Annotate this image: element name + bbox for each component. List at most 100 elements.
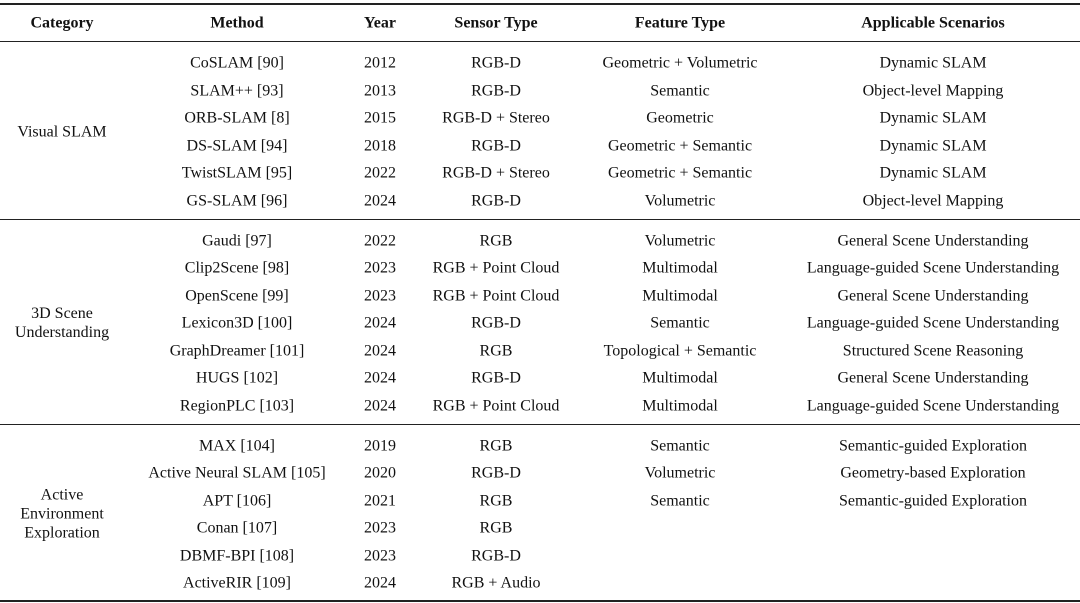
table-cell: 2023 (364, 519, 396, 537)
rule (0, 218, 1080, 220)
table-cell: General Scene Understanding (837, 369, 1029, 387)
table-cell: Geometric + Volumetric (602, 54, 758, 72)
table-cell: 2024 (364, 574, 396, 592)
table-cell: 2023 (364, 547, 396, 564)
table-cell: Semantic (650, 492, 710, 509)
table-cell: Language-guided Scene Understanding (806, 259, 1060, 277)
table-cell: RGB-D (471, 192, 521, 209)
table-cell: Semantic (650, 314, 710, 332)
table-cell: General Scene Understanding (837, 232, 1029, 249)
table-cell: Volumetric (644, 232, 716, 249)
table-cell: RGB (479, 232, 513, 249)
table-cell: ORB-SLAM [8] (184, 109, 290, 127)
category-label: Visual SLAM (17, 123, 107, 141)
table-cell: Semantic-guided Exploration (839, 437, 1027, 454)
table-cell: Volumetric (644, 464, 716, 482)
table-cell: Dynamic SLAM (879, 54, 987, 72)
rule (0, 3, 1080, 5)
table-cell: RGB-D (471, 547, 521, 564)
table-cell: 2024 (364, 342, 396, 359)
table-cell: RGB-D (471, 369, 521, 387)
table-cell: GS-SLAM [96] (186, 192, 288, 209)
table-cell: RGB + Point Cloud (432, 287, 560, 304)
table-cell: Geometric (646, 109, 714, 127)
table-cell: General Scene Understanding (837, 287, 1029, 304)
table-cell: 2021 (364, 492, 396, 509)
table-cell: Volumetric (644, 192, 716, 209)
table-cell: 2012 (364, 54, 396, 72)
column-header: Applicable Scenarios (861, 14, 1005, 32)
column-header: Category (30, 14, 94, 32)
table-cell: Dynamic SLAM (879, 137, 987, 154)
rule (0, 41, 1080, 42)
table-cell: Dynamic SLAM (879, 164, 987, 182)
table-cell: RGB + Audio (451, 574, 541, 592)
rule (0, 600, 1080, 602)
table-cell: RGB (479, 437, 513, 454)
category-label: Active Environment Exploration (20, 486, 104, 542)
table-cell: Semantic (650, 82, 710, 99)
category-label: 3D Scene Understanding (14, 305, 110, 341)
table-cell: RGB-D + Stereo (442, 164, 550, 182)
table-cell: Multimodal (642, 397, 718, 414)
table-cell: Active Neural SLAM [105] (148, 464, 326, 482)
table-cell: Gaudi [97] (202, 232, 272, 249)
table-cell: 2022 (364, 164, 396, 182)
column-header: Year (364, 14, 396, 32)
table-cell: SLAM++ [93] (190, 82, 284, 99)
table-cell: Multimodal (642, 259, 718, 277)
table-cell: Multimodal (642, 287, 718, 304)
table-cell: DBMF-BPI [108] (179, 547, 295, 564)
table-cell: 2020 (364, 464, 396, 482)
table-cell: Multimodal (642, 369, 718, 387)
table-cell: Language-guided Scene Understanding (806, 397, 1060, 414)
table-cell: OpenScene [99] (185, 287, 289, 304)
table-cell: RegionPLC [103] (179, 397, 295, 414)
column-header: Sensor Type (454, 14, 538, 32)
table-cell: 2022 (364, 232, 396, 249)
table-cell: CoSLAM [90] (190, 54, 284, 72)
rule (0, 423, 1080, 425)
table-cell: Dynamic SLAM (879, 109, 987, 127)
table-cell: Object-level Mapping (862, 82, 1004, 99)
table-cell: Geometric + Semantic (607, 164, 753, 182)
table-cell: 2024 (364, 314, 396, 332)
table-cell: Clip2Scene [98] (184, 259, 290, 277)
table-cell: RGB-D (471, 314, 521, 332)
column-header: Feature Type (634, 14, 726, 32)
table-cell: RGB + Point Cloud (432, 259, 560, 277)
table-cell: RGB (479, 519, 513, 537)
table-cell: APT [106] (202, 492, 272, 509)
table-cell: 2018 (364, 137, 396, 154)
table-cell: 2023 (364, 287, 396, 304)
table-cell: 2015 (364, 109, 396, 127)
table-cell: 2023 (364, 259, 396, 277)
table-cell: RGB-D (471, 137, 521, 154)
table-cell: 2024 (364, 397, 396, 414)
table-cell: RGB-D (471, 464, 521, 482)
table-cell: MAX [104] (199, 437, 275, 454)
table-cell: RGB-D (471, 54, 521, 72)
table-cell: 2024 (364, 369, 396, 387)
table-cell: Semantic (650, 437, 710, 454)
column-header: Method (210, 14, 264, 32)
table-cell: HUGS [102] (195, 369, 279, 387)
table-cell: RGB (479, 492, 513, 509)
table-cell: 2013 (364, 82, 396, 99)
table-cell: Lexicon3D [100] (181, 314, 293, 332)
table-cell: Geometric + Semantic (607, 137, 753, 154)
table-cell: Semantic-guided Exploration (839, 492, 1027, 509)
table-cell: Geometry-based Exploration (840, 464, 1026, 482)
table-cell: TwistSLAM [95] (181, 164, 293, 182)
table-cell: RGB-D (471, 82, 521, 99)
table-cell: Language-guided Scene Understanding (806, 314, 1060, 332)
table-cell: RGB-D + Stereo (442, 109, 550, 127)
table-cell: RGB (479, 342, 513, 359)
table-cell: Structured Scene Reasoning (842, 342, 1024, 359)
table-cell: 2019 (364, 437, 396, 454)
table-cell: GraphDreamer [101] (169, 342, 305, 359)
table-cell: ActiveRIR [109] (183, 574, 291, 592)
table-cell: DS-SLAM [94] (186, 137, 288, 154)
table-cell: Object-level Mapping (862, 192, 1004, 209)
